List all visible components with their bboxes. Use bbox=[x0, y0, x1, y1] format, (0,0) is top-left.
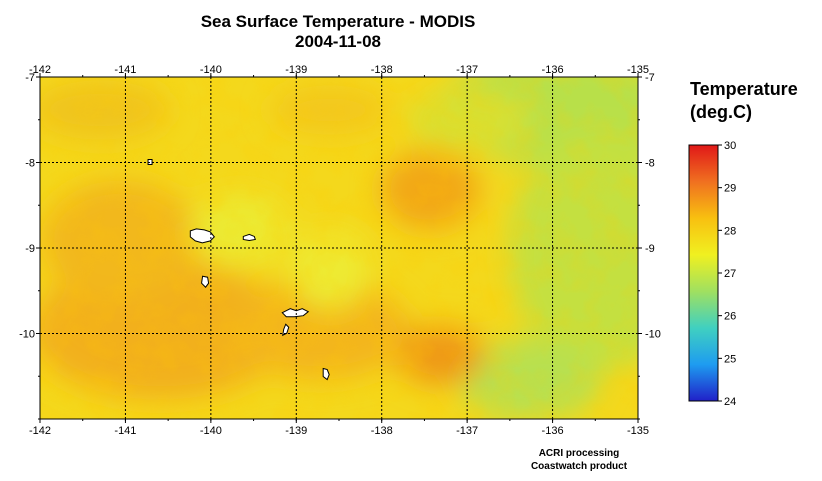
lat-label-right: -7 bbox=[645, 72, 655, 84]
colorbar-ticks: 30 29 28 27 26 25 24 bbox=[718, 140, 736, 408]
lon-label-top: -139 bbox=[285, 64, 307, 76]
colorbar-tick-label: 25 bbox=[724, 353, 736, 365]
longitude-labels-bottom: -142 -141 -140 -139 -138 -137 -136 -135 bbox=[29, 419, 649, 437]
island-outline bbox=[282, 323, 290, 337]
colorbar-tick-label: 29 bbox=[724, 183, 736, 195]
credit-processing: ACRI processing bbox=[538, 448, 620, 459]
lon-label-top: -136 bbox=[542, 64, 564, 76]
lon-label-top: -135 bbox=[627, 64, 649, 76]
lat-label-right: -10 bbox=[645, 329, 661, 341]
colorbar-title: Temperature (deg.C) bbox=[690, 78, 798, 124]
colorbar-title-line-1: Temperature bbox=[690, 79, 798, 99]
lon-label-bottom: -138 bbox=[371, 425, 393, 437]
island-outline bbox=[189, 228, 215, 244]
latitude-labels-right: -7 -8 -9 -10 bbox=[638, 72, 661, 420]
colorbar-tick-label: 24 bbox=[724, 396, 736, 408]
lon-label-bottom: -142 bbox=[29, 425, 51, 437]
graticule bbox=[40, 77, 638, 419]
lon-label-top: -138 bbox=[371, 64, 393, 76]
island-outline bbox=[201, 275, 210, 288]
lat-label-left: -9 bbox=[25, 243, 35, 255]
lon-label-bottom: -141 bbox=[114, 425, 136, 437]
lat-label-left: -7 bbox=[25, 72, 35, 84]
colorbar bbox=[688, 144, 719, 402]
lat-label-left: -8 bbox=[25, 158, 35, 170]
credits: ACRI processing Coastwatch product bbox=[520, 447, 638, 473]
lon-label-top: -141 bbox=[114, 64, 136, 76]
lon-label-bottom: -139 bbox=[285, 425, 307, 437]
lat-label-right: -9 bbox=[645, 243, 655, 255]
lon-label-bottom: -140 bbox=[200, 425, 222, 437]
colorbar-tick-label: 26 bbox=[724, 311, 736, 323]
lat-label-left: -10 bbox=[19, 329, 35, 341]
colorbar-tick-label: 30 bbox=[724, 140, 736, 152]
lon-label-bottom: -135 bbox=[627, 425, 649, 437]
colorbar-units: (deg.C) bbox=[690, 102, 752, 122]
lat-label-right: -8 bbox=[645, 158, 655, 170]
credit-product: Coastwatch product bbox=[530, 461, 628, 472]
island-outline bbox=[322, 367, 330, 381]
map-title: Sea Surface Temperature - MODIS 2004-11-… bbox=[40, 12, 636, 52]
island-outline bbox=[242, 233, 256, 241]
lon-label-bottom: -137 bbox=[456, 425, 478, 437]
colorbar-tick-label: 28 bbox=[724, 225, 736, 237]
island-outline bbox=[281, 308, 310, 318]
lon-label-bottom: -136 bbox=[542, 425, 564, 437]
lon-label-top: -140 bbox=[200, 64, 222, 76]
title-line-1: Sea Surface Temperature - MODIS bbox=[200, 12, 476, 31]
longitude-labels-top: -142 -141 -140 -139 -138 -137 -136 -135 bbox=[29, 64, 649, 77]
title-date: 2004-11-08 bbox=[294, 32, 382, 51]
lon-label-top: -142 bbox=[29, 64, 51, 76]
colorbar-tick-label: 27 bbox=[724, 268, 736, 280]
lon-label-top: -137 bbox=[456, 64, 478, 76]
sst-field bbox=[40, 77, 638, 419]
islands-layer bbox=[147, 159, 330, 381]
latitude-labels-left: -7 -8 -9 -10 bbox=[19, 72, 40, 420]
